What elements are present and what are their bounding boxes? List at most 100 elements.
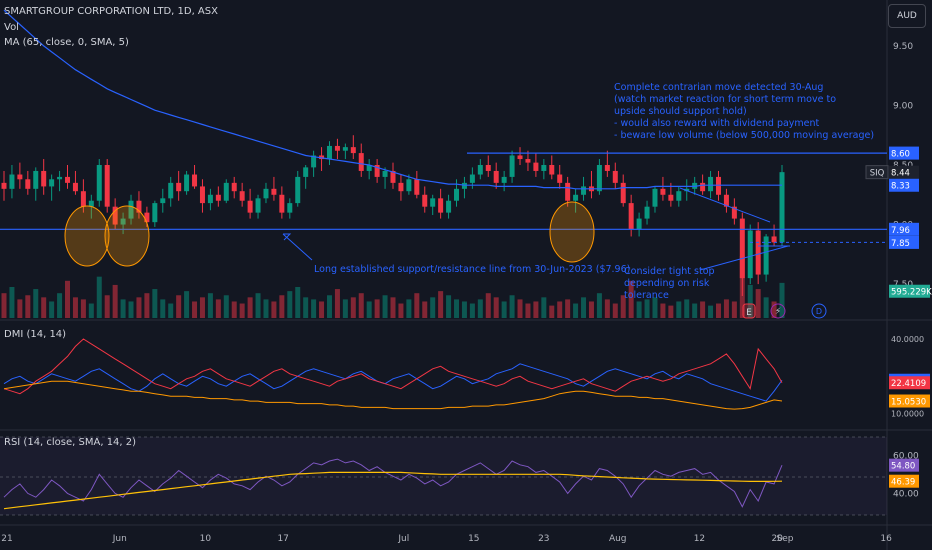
volume-bar (422, 301, 428, 318)
volume-bar (652, 297, 658, 318)
rsi-legend[interactable]: RSI (14, close, SMA, 14, 2) (4, 437, 137, 448)
x-tick: 21 (1, 534, 12, 544)
stop-note-line: tolerance (624, 290, 669, 301)
volume-bar (319, 301, 325, 318)
candle-body (120, 218, 126, 225)
volume-bar (207, 293, 213, 318)
earnings-label: E (746, 308, 752, 318)
x-tick: 20 (771, 534, 783, 544)
candle-body (525, 159, 531, 163)
volume-bar (160, 299, 166, 318)
price-badge: 595.229K (889, 284, 932, 298)
x-tick: 10 (200, 534, 212, 544)
badge-prefix: SIQ (870, 169, 885, 179)
volume-bar (485, 293, 491, 318)
volume-bar (17, 299, 23, 318)
volume-bar (493, 297, 499, 318)
earnings-marker[interactable] (742, 303, 756, 319)
volume-bar (303, 297, 309, 318)
split-marker[interactable] (770, 303, 786, 319)
volume-bar (660, 303, 666, 318)
badge-text: 7.85 (891, 239, 910, 249)
candle-body (747, 230, 753, 279)
support-arrow (282, 233, 313, 261)
volume-bar (80, 299, 86, 318)
stop-note[interactable]: Consider tight stop depending on risk to… (624, 266, 715, 301)
candle-body (184, 174, 190, 192)
currency-button[interactable]: AUD (888, 4, 926, 28)
axes: 9.509.008.508.007.5040.000010.000060.004… (1, 42, 932, 544)
x-tick: 23 (538, 534, 549, 544)
volume-bar (358, 293, 364, 318)
volume-bar (588, 301, 594, 318)
volume-bar (57, 293, 63, 318)
volume-bar (390, 297, 396, 318)
candle-body (755, 230, 761, 275)
candle-body (644, 206, 650, 219)
volume-bar (541, 297, 547, 318)
highlight-circle-3[interactable] (549, 201, 595, 263)
candle-body (454, 188, 460, 201)
candle-body (207, 194, 213, 204)
dividend-marker[interactable] (811, 303, 827, 319)
candle-body (1, 182, 7, 189)
dmi-badge: 22.4109 (889, 376, 930, 390)
volume-bar (9, 287, 15, 318)
volume-bar (628, 280, 634, 318)
x-tick: 17 (277, 534, 288, 544)
candle-body (684, 188, 690, 192)
badge-text: 8.44 (891, 169, 910, 179)
volume-bar (763, 297, 769, 318)
rsi-line (3, 458, 783, 508)
badge-bg (889, 222, 919, 236)
x-tick: 16 (880, 534, 892, 544)
candle-body (366, 165, 372, 171)
badge-text: 54.80 (891, 462, 915, 472)
stop-pointer (699, 245, 789, 271)
volume-bar (604, 299, 610, 318)
stop-note-line: Consider tight stop (624, 266, 715, 277)
candle-body (9, 174, 15, 189)
candle-body (739, 218, 745, 279)
ma-legend[interactable]: MA (65, close, 0, SMA, 5) (4, 37, 129, 48)
candle-body (255, 198, 261, 213)
volume-bar (557, 301, 563, 318)
candle-body (430, 198, 436, 207)
price-badge: 8.33 (889, 178, 919, 192)
badge-bg (889, 284, 930, 298)
volume-bar (33, 289, 39, 318)
candle-body (763, 236, 769, 275)
dmi-legend[interactable]: DMI (14, 14) (4, 329, 67, 340)
candle-body (319, 155, 325, 160)
candle-body (303, 167, 309, 177)
volume-bar (517, 299, 523, 318)
candle-body (676, 191, 682, 201)
contrarian-note[interactable]: Complete contrarian move detected 30-Aug… (614, 82, 874, 141)
highlight-circle-1[interactable] (64, 205, 110, 267)
volume-bar (255, 293, 261, 318)
candle-body (652, 188, 658, 207)
dmi-plus-line (3, 363, 783, 402)
candle-body (168, 182, 174, 199)
vol-legend[interactable]: Vol (4, 22, 19, 33)
support-note[interactable]: Long established support/resistance line… (314, 264, 630, 275)
volume-bar (692, 303, 698, 318)
volume-bar (192, 301, 198, 318)
highlight-circle-2[interactable] (104, 205, 150, 267)
candle-body (104, 165, 110, 207)
volume-bar (461, 301, 467, 318)
contrarian-arrow (679, 187, 771, 223)
x-tick: Aug (609, 534, 627, 544)
badge-bg (889, 474, 919, 488)
rsi-tick: 60.00 (893, 451, 919, 461)
candle-body (390, 170, 396, 183)
candle-body (112, 206, 118, 225)
chart-title[interactable]: SMARTGROUP CORPORATION LTD, 1D, ASX (4, 6, 218, 17)
volume-bar (430, 297, 436, 318)
volume-bar (731, 301, 737, 318)
candle-body (33, 170, 39, 189)
volume-bar (144, 293, 150, 318)
candle-body (342, 147, 348, 151)
candle-body (271, 188, 277, 195)
